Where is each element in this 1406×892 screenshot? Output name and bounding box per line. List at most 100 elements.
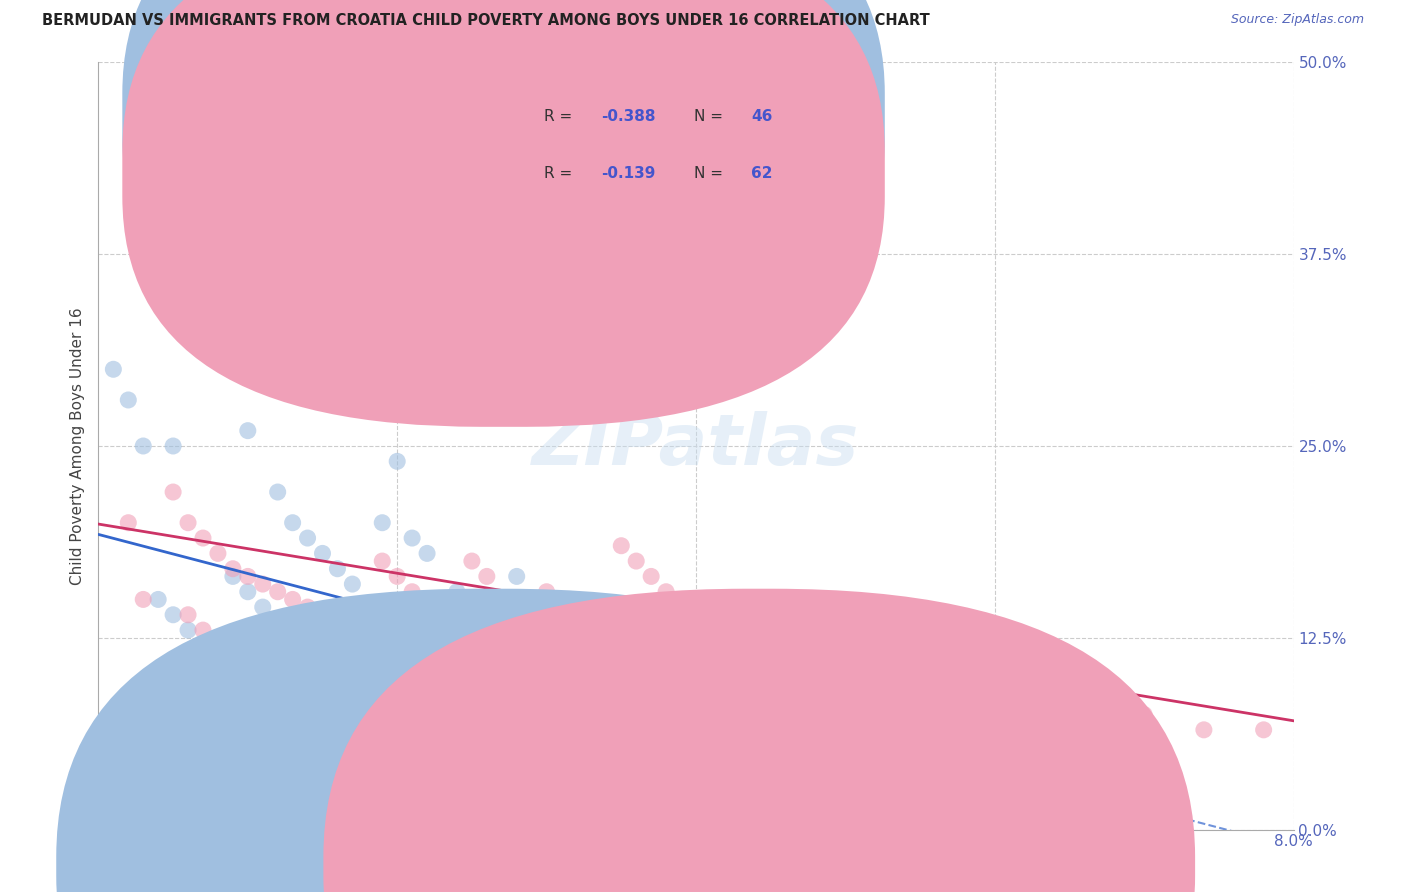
Point — [267, 485, 290, 500]
Point — [162, 607, 184, 622]
Point — [834, 707, 856, 722]
Point — [714, 615, 737, 630]
Point — [491, 646, 513, 660]
Point — [685, 669, 707, 683]
Text: -0.388: -0.388 — [602, 109, 657, 124]
Point — [536, 669, 558, 683]
Point — [565, 684, 588, 698]
Point — [506, 569, 529, 583]
Point — [581, 615, 603, 630]
Point — [371, 516, 394, 530]
Point — [326, 562, 349, 576]
FancyBboxPatch shape — [122, 0, 884, 427]
Point — [655, 584, 678, 599]
Point — [132, 592, 155, 607]
Point — [1192, 723, 1215, 737]
Point — [610, 746, 633, 760]
Point — [191, 654, 214, 668]
Point — [461, 600, 484, 615]
Point — [191, 623, 214, 637]
Point — [148, 692, 170, 706]
Point — [789, 669, 811, 683]
Point — [222, 562, 245, 576]
Point — [550, 600, 572, 615]
Point — [267, 584, 290, 599]
Point — [640, 569, 662, 583]
Point — [908, 718, 931, 732]
Point — [865, 639, 887, 653]
Point — [1059, 677, 1081, 691]
Text: Bermudans: Bermudans — [513, 862, 600, 876]
Point — [626, 554, 648, 568]
Point — [148, 592, 170, 607]
Point — [252, 577, 274, 591]
Point — [953, 723, 976, 737]
Point — [342, 577, 364, 591]
Point — [834, 623, 856, 637]
Text: Source: ZipAtlas.com: Source: ZipAtlas.com — [1230, 13, 1364, 27]
Point — [356, 631, 378, 645]
Point — [281, 270, 304, 285]
Point — [446, 584, 468, 599]
Point — [342, 623, 364, 637]
Point — [252, 600, 274, 615]
Point — [191, 531, 214, 545]
Point — [297, 600, 319, 615]
Point — [401, 531, 423, 545]
Point — [1133, 707, 1156, 722]
Point — [177, 623, 200, 637]
Point — [281, 723, 304, 737]
Point — [267, 615, 290, 630]
Point — [222, 715, 245, 730]
Text: BERMUDAN VS IMMIGRANTS FROM CROATIA CHILD POVERTY AMONG BOYS UNDER 16 CORRELATIO: BERMUDAN VS IMMIGRANTS FROM CROATIA CHIL… — [42, 13, 929, 29]
Point — [132, 439, 155, 453]
Point — [401, 584, 423, 599]
Point — [371, 554, 394, 568]
Point — [297, 531, 319, 545]
Text: 62: 62 — [751, 166, 772, 181]
Point — [207, 684, 229, 698]
Point — [177, 607, 200, 622]
Point — [565, 347, 588, 361]
Point — [1253, 723, 1275, 737]
Point — [730, 654, 752, 668]
Point — [207, 669, 229, 683]
Text: R =: R = — [544, 109, 578, 124]
Point — [475, 569, 498, 583]
Point — [924, 669, 946, 683]
Point — [685, 600, 707, 615]
Point — [536, 761, 558, 775]
Text: Immigrants from Croatia: Immigrants from Croatia — [780, 862, 969, 876]
Point — [207, 546, 229, 560]
Point — [162, 485, 184, 500]
Point — [236, 255, 259, 269]
Point — [536, 584, 558, 599]
Point — [416, 546, 439, 560]
Point — [103, 362, 125, 376]
Point — [385, 454, 409, 468]
Point — [236, 424, 259, 438]
Point — [595, 631, 617, 645]
Point — [745, 631, 768, 645]
Point — [236, 584, 259, 599]
Point — [655, 692, 678, 706]
Point — [775, 646, 797, 660]
Point — [730, 692, 752, 706]
Point — [565, 776, 588, 790]
Point — [281, 592, 304, 607]
Point — [162, 439, 184, 453]
Point — [385, 569, 409, 583]
Point — [132, 677, 155, 691]
Point — [177, 699, 200, 714]
Point — [311, 607, 333, 622]
Point — [416, 600, 439, 615]
Text: N =: N = — [693, 109, 727, 124]
FancyBboxPatch shape — [122, 0, 884, 369]
Text: ZIPatlas: ZIPatlas — [533, 411, 859, 481]
Point — [311, 546, 333, 560]
Point — [281, 516, 304, 530]
Point — [461, 554, 484, 568]
Point — [745, 707, 768, 722]
Point — [1014, 661, 1036, 675]
Text: R =: R = — [544, 166, 578, 181]
